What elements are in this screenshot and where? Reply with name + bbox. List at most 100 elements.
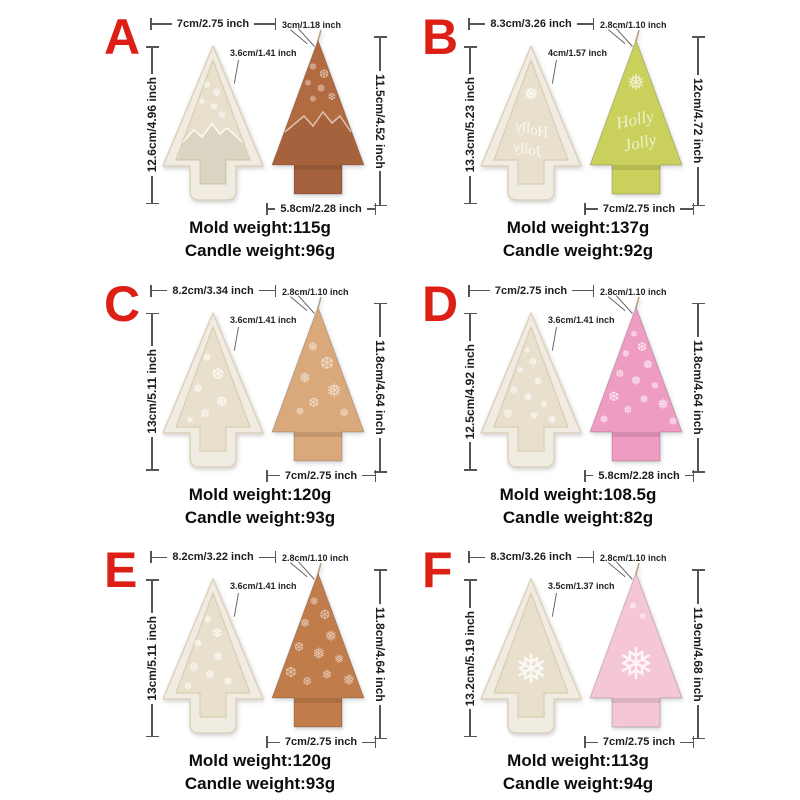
candle-weight-value: 82g: [623, 507, 654, 527]
mold-weight-label: Mold weight:: [189, 218, 294, 237]
snowflake-icon: ❅: [514, 647, 548, 693]
candle-weight-value: 93g: [305, 774, 336, 794]
dimension-cap: [373, 737, 387, 740]
candle-photo: ❅ ❆ ❅ ❅ ❆ ❅ ❅: [271, 296, 365, 462]
candle-height-label: 11.8cm/4.64 inch: [691, 340, 705, 436]
mold-photo: ❅ ❆ ❅ ❅ ❆: [162, 45, 264, 201]
panel-d-content: D 7cm/2.75 inch 2.8cm/1.10 inch 3.6cm/1.…: [400, 267, 800, 534]
candle-height-label: 12cm/4.72 inch: [691, 78, 705, 164]
snowflake-icon: ❆: [302, 675, 311, 688]
panel-letter: E: [104, 542, 138, 599]
candle-weight-label: Candle weight:: [184, 774, 306, 794]
mold-photo: ❅ ❆ ❅ ❅ ❆ ❅ ❅ ❆ ❅ ❅: [480, 311, 582, 468]
panel-c: C 8.2cm/3.34 inch 2.8cm/1.10 inch 3.6cm/…: [0, 266, 400, 534]
panel-b-content: B 8.3cm/3.26 inch 2.8cm/1.10 inch 4cm/1.…: [400, 0, 800, 267]
dimension-cap: [584, 469, 586, 482]
dimension-line: [362, 475, 375, 477]
snowflake-icon: ❆: [640, 612, 647, 621]
candle-body: [589, 39, 683, 195]
snowflake-icon: ❅: [204, 615, 212, 626]
candle-height-dimension: 11.8cm/4.64 inch: [690, 302, 706, 473]
dimension-line: [697, 166, 699, 205]
snowflake-icon: ❅: [622, 349, 630, 360]
dimension-cap: [463, 735, 477, 738]
dimension-cap: [463, 579, 477, 581]
trunk-shadow: [294, 165, 342, 170]
snowflake-icon: ❅: [643, 358, 654, 373]
embossed-script: Jolly: [512, 139, 544, 161]
candle-top-width-label: 2.8cm/1.10 inch: [600, 553, 667, 564]
mold-height-dimension: 13cm/5.11 inch: [144, 579, 160, 738]
snowflake-icon: ❅: [523, 84, 538, 105]
mold-cavity: [175, 592, 251, 718]
mold-weight-value: 137g: [610, 218, 650, 237]
snowflake-icon: ❆: [309, 396, 320, 411]
trunk-shadow: [294, 698, 342, 704]
snowflake-icon: ❅: [210, 102, 218, 113]
candle-weight: Candle weight:82g: [428, 506, 728, 529]
mold-height-label: 12.5cm/4.92 inch: [463, 343, 477, 440]
mold-height-label: 13cm/5.11 inch: [145, 349, 159, 435]
mold-weight-label: Mold weight:: [499, 484, 604, 504]
mold-photo: ❅ ❆ ❅ ❅ ❆ ❅ ❅ ❆: [162, 578, 264, 735]
snowflake-icon: ❆: [212, 626, 222, 640]
dimension-line: [362, 741, 375, 743]
dimension-cap: [373, 204, 387, 207]
snowflake-icon: ❅: [524, 346, 531, 355]
dimension-cap: [584, 203, 586, 215]
mold-height-label: 12.6cm/4.96 inch: [145, 77, 159, 173]
mountain-decor: [273, 112, 363, 194]
dimension-cap: [150, 18, 152, 30]
candle-base-width-label: 7cm/2.75 inch: [284, 736, 358, 749]
dimension-line: [379, 570, 381, 604]
mold-photo: ❅ ❆ ❅ ❅ ❆ ❅: [162, 311, 264, 468]
dimension-cap: [463, 46, 477, 48]
dimension-cap: [468, 284, 470, 297]
mold-width-dimension: 8.2cm/3.34 inch: [150, 284, 277, 297]
candle-base-width-label: 7cm/2.75 inch: [602, 736, 676, 749]
mold-weight: Mold weight:120g: [110, 749, 400, 772]
mold-depth-label: 3.6cm/1.41 inch: [230, 581, 297, 592]
candle-body: [589, 306, 683, 462]
dimension-line: [379, 438, 381, 472]
embossed-script: Holly: [514, 119, 551, 142]
candle-photo: ❅ ❆ ❅ ❅ ❆ ❅ ❅ ❆ ❅ ❅ ❆ ❅ ❅: [589, 296, 683, 462]
snowflake-icon: ❆: [285, 665, 297, 681]
mold-width-label: 8.3cm/3.26 inch: [490, 551, 572, 564]
dimension-line: [379, 704, 381, 738]
candle-wick: [317, 563, 322, 575]
candle-relief-decor: ❅ ❆ ❅ ❅ ❆ ❅: [273, 62, 363, 194]
dimension-line: [366, 208, 375, 210]
mold-photo: ❅: [480, 578, 582, 735]
mountain-decor: [178, 124, 250, 184]
weight-info: Mold weight:137g Candle weight:92g: [428, 216, 728, 262]
snowflake-icon: ❆: [189, 661, 198, 674]
dimension-line: [576, 556, 593, 558]
snowflake-icon: ❅: [516, 366, 524, 376]
panel-b: B 8.3cm/3.26 inch 2.8cm/1.10 inch 4cm/1.…: [400, 0, 800, 267]
mold-width-label: 8.3cm/3.26 inch: [490, 18, 572, 30]
candle-height-dimension: 11.9cm/4.68 inch: [690, 569, 706, 740]
candle-relief-decor: ❅ ❆ ❅ ❅ ❆ ❅ ❅: [295, 340, 349, 420]
snowflake-icon: ❅: [203, 81, 211, 91]
candle-wick: [317, 296, 322, 308]
candle-height-label: 11.9cm/4.68 inch: [691, 606, 705, 702]
mold-relief-decor: ❅ ❆ ❅ ❅ ❆ ❅ ❅ ❆: [184, 615, 232, 692]
snowflake-icon: ❆: [637, 340, 647, 354]
mold-width-dimension: 7cm/2.75 inch: [468, 284, 594, 297]
snowflake-icon: ❅: [193, 382, 204, 397]
dimension-cap: [692, 469, 695, 482]
dimension-cap: [584, 736, 586, 749]
snowflake-icon: ❅: [186, 416, 194, 426]
dimension-cap: [266, 736, 268, 749]
dimension-cap: [145, 46, 159, 48]
dimension-line: [469, 314, 471, 341]
dimension-line: [379, 37, 381, 71]
mold-relief-decor: ❅: [514, 647, 548, 693]
dimension-line: [576, 23, 593, 25]
candle-height-dimension: 12cm/4.72 inch: [690, 36, 706, 207]
candle-body: [271, 572, 365, 728]
panel-letter: B: [422, 9, 459, 65]
candle-weight-value: 93g: [305, 507, 336, 527]
